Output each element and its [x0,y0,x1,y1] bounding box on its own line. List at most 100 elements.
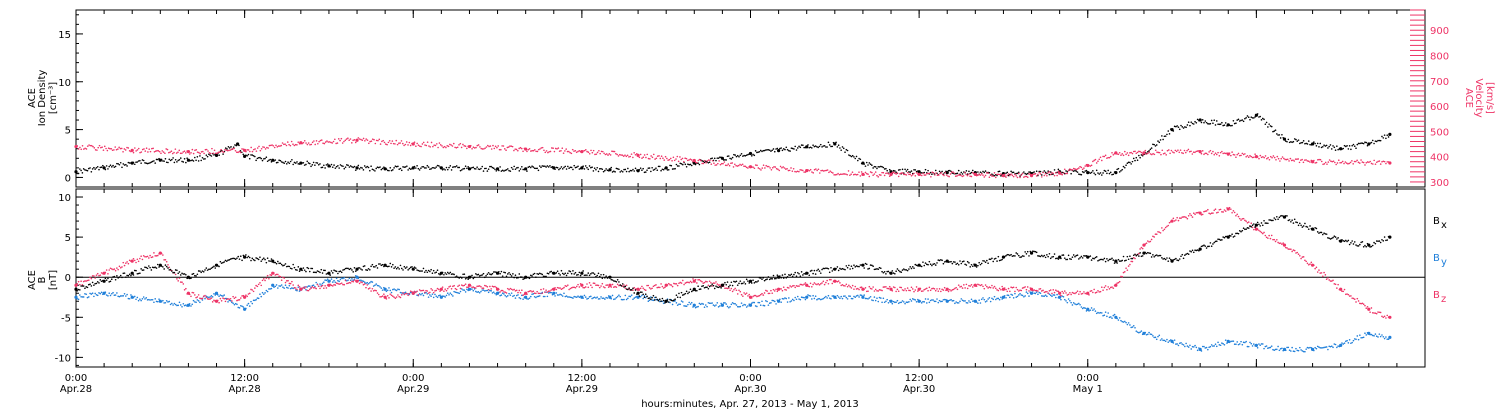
bz-sample [867,290,869,292]
ion-density-sample [997,170,1000,173]
ion-density-sample [923,171,926,174]
ion-density-sample [837,144,840,147]
ion-density-sample [377,166,380,169]
velocity-sample [943,174,945,177]
ion-density-sample [386,169,389,172]
bx-sample [707,287,710,290]
ion-density-sample [476,166,478,168]
by-sample [529,295,532,298]
bz-sample [219,297,222,300]
by-sample [544,295,546,298]
bx-point [495,271,500,275]
bz-sample [190,295,192,298]
ion-density-sample [1194,120,1196,123]
bz-sample [984,284,987,286]
bx-sample [661,297,664,300]
bx-sample [698,288,701,291]
by-sample [998,298,1001,301]
ion-density-sample [713,157,716,160]
velocity-sample [441,145,443,147]
velocity-sample [1042,171,1044,174]
ion-density-sample [766,149,768,151]
bz-sample [93,275,95,277]
by-sample [1026,292,1029,295]
by-sample [675,302,678,304]
velocity-sample [856,173,859,176]
bz-sample [669,283,671,286]
velocity-sample [301,142,303,145]
bz-sample [1233,211,1236,214]
velocity-sample [340,137,343,140]
ion-density-sample [550,166,553,169]
bz-sample [899,286,901,289]
ion-density-sample [84,169,86,171]
ion-density-sample [865,161,868,164]
ion-density-sample [436,164,439,167]
by-sample [320,284,323,286]
ion-density-sample [1217,123,1219,125]
ion-density-sample [1107,169,1109,172]
bz-sample [1145,242,1148,244]
bx-sample [80,285,82,287]
by-sample [285,286,288,289]
ion-density-sample [1297,139,1300,141]
bz-sample [458,284,461,287]
ion-density-sample [108,165,111,168]
velocity-sample [1307,160,1310,163]
bz-sample [413,290,416,293]
bz-sample [400,294,403,296]
bz-sample [933,288,936,290]
ion-density-sample [790,147,793,149]
by-sample [851,297,854,300]
bx-sample [671,299,674,302]
by-sample [754,305,757,307]
ion-density-sample [1224,122,1227,124]
ion-density-sample [504,169,507,172]
by-sample [279,285,282,287]
bz-sample [509,287,512,290]
by-sample [1333,343,1336,345]
velocity-sample [1033,173,1035,175]
ion-density-sample [1053,169,1056,171]
bx-sample [485,274,487,277]
velocity-sample [510,145,513,147]
by-sample [1092,309,1094,311]
by-sample [458,292,461,295]
bz-sample [556,286,559,289]
bz-sample [455,288,458,291]
bz-sample [758,294,761,297]
velocity-sample [1336,162,1339,164]
bx-sample [280,263,283,266]
velocity-sample [1235,156,1237,159]
bz-sample [1337,283,1339,286]
ion-density-sample [1374,140,1377,142]
bz-sample [1028,290,1030,292]
velocity-sample [245,150,247,153]
ion-density-sample [572,168,574,171]
velocity-sample [1052,172,1055,175]
bz-sample [177,280,179,282]
velocity-sample [1104,154,1107,157]
bz-sample [1067,293,1070,296]
ion-density-sample [137,160,140,162]
velocity-sample [303,139,306,142]
bx-sample [250,259,252,262]
bz-sample [1290,248,1292,251]
bx-sample [307,267,310,270]
ion-density-sample [646,169,648,171]
ion-density-sample [657,165,660,168]
bx-sample [505,275,508,278]
ion-density-sample [1284,140,1287,142]
bz-sample [431,289,434,291]
ion-density-sample [268,159,270,162]
velocity-sample [1098,158,1101,161]
ion-density-sample [1324,145,1327,147]
bz-sample [1184,216,1186,218]
ion-density-sample [934,169,937,172]
bz-sample [878,288,881,291]
velocity-sample [1103,155,1106,158]
bx-sample [444,272,446,274]
velocity-sample [975,174,978,177]
velocity-sample [998,173,1001,176]
bz-sample [1166,225,1168,228]
